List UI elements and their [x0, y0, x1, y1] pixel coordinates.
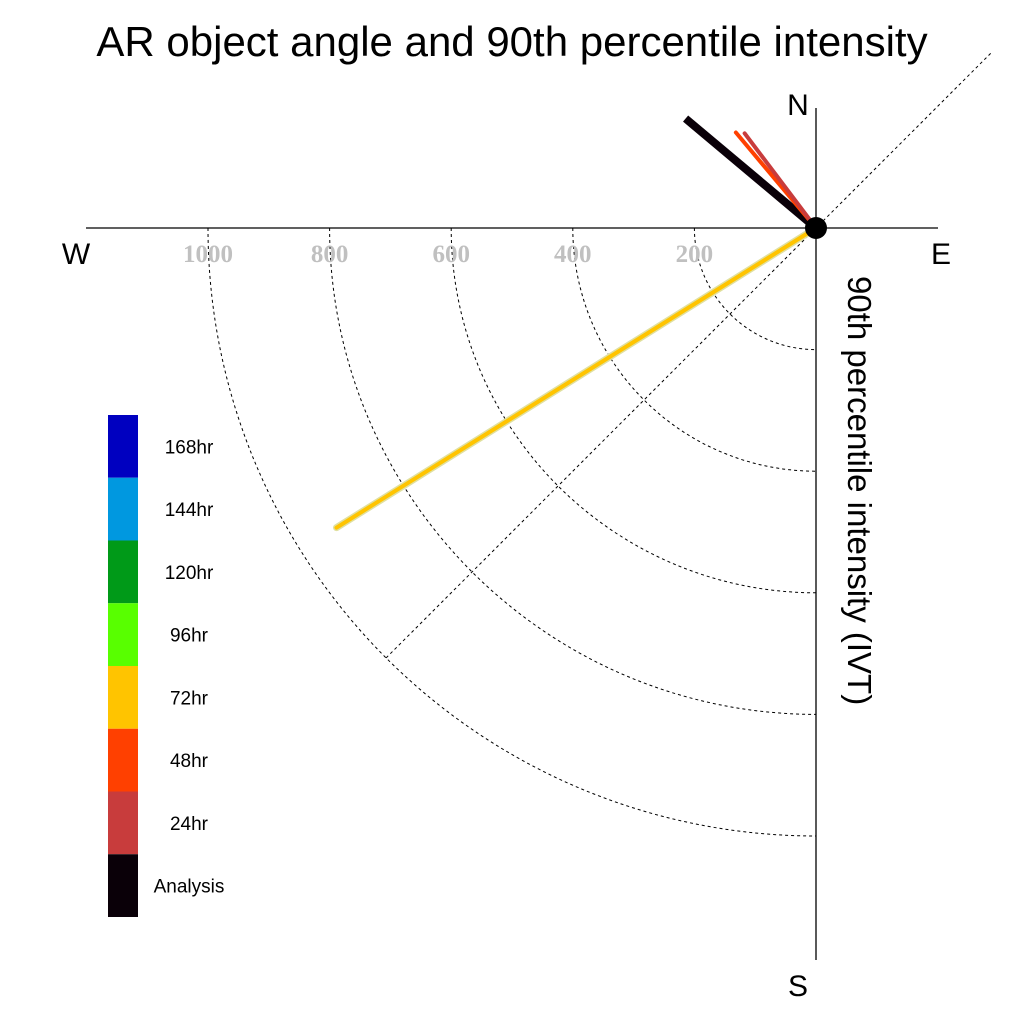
grid-layer — [207, 52, 992, 837]
legend-swatch-48hr — [108, 728, 138, 792]
compass-south-label: S — [788, 970, 808, 1003]
grid-arc-600 — [450, 227, 817, 594]
tick-label-200: 200 — [676, 241, 714, 268]
legend-label-72hr: 72hr — [170, 688, 209, 709]
tick-label-800: 800 — [311, 241, 349, 268]
legend-swatch-72hr — [108, 666, 138, 729]
legend-swatch-168hr — [108, 415, 138, 478]
compass-west-label: W — [62, 238, 91, 271]
radial-tick-labels: 200 400 600 800 1000 — [183, 241, 713, 268]
compass-east-label: E — [931, 238, 951, 271]
grid-arc-200 — [693, 227, 817, 351]
grid-arc-800 — [329, 227, 817, 715]
legend-swatch-144hr — [108, 477, 138, 541]
grid-arc-1000 — [207, 227, 817, 837]
legend-swatch-96hr — [108, 603, 138, 666]
tick-label-400: 400 — [554, 241, 592, 268]
legend-label-96hr: 96hr — [170, 626, 209, 647]
vector-72hr — [334, 226, 818, 530]
legend-label-120hr: 120hr — [165, 563, 214, 584]
legend-label-168hr: 168hr — [165, 437, 214, 458]
vector-24hr — [742, 131, 818, 230]
legend-label-48hr: 48hr — [170, 751, 209, 772]
legend-swatch-analysis — [108, 854, 138, 917]
tick-label-1000: 1000 — [183, 241, 233, 268]
legend-swatch-120hr — [108, 540, 138, 604]
compass-north-label: N — [787, 89, 809, 122]
chart-title: AR object angle and 90th percentile inte… — [96, 18, 927, 65]
grid-diagonal — [385, 52, 992, 659]
y-axis-label: 90th percentile intensity (IVT) — [841, 276, 878, 705]
legend: 168hr 144hr 120hr 96hr 72hr 48hr 24hr Analysis — [108, 415, 224, 917]
legend-swatch-24hr — [108, 791, 138, 855]
legend-label-24hr: 24hr — [170, 814, 209, 835]
legend-label-analysis: Analysis — [154, 877, 225, 898]
grid-arc-400 — [572, 227, 817, 472]
legend-label-144hr: 144hr — [165, 500, 214, 521]
vector-analysis — [683, 115, 819, 232]
vectors-layer — [332, 115, 820, 532]
tick-label-600: 600 — [432, 241, 470, 268]
origin-marker — [805, 217, 827, 239]
